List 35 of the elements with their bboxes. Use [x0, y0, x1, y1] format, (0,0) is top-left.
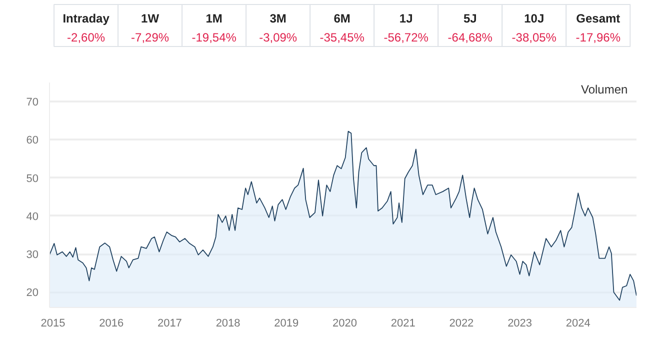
y-tick-label: 50: [26, 172, 39, 185]
y-tick-label: 70: [26, 96, 39, 109]
y-tick-label: 30: [26, 249, 39, 262]
text: -35,45%: [320, 30, 365, 44]
text: 6M: [334, 12, 350, 26]
text: 3M: [270, 12, 286, 26]
text: 1M: [206, 12, 222, 26]
text: 5J: [463, 12, 477, 26]
x-tick-label: 2018: [216, 318, 240, 330]
text: -3,09%: [259, 30, 298, 44]
annotation: Volumen: [580, 82, 628, 96]
text: -56,72%: [384, 30, 429, 44]
text: Gesamt: [576, 12, 620, 26]
text: -38,05%: [512, 30, 557, 44]
text: 1W: [141, 12, 160, 26]
x-tick-label: 2020: [332, 318, 357, 330]
text: Intraday: [62, 12, 110, 26]
y-tick-label: 60: [26, 134, 39, 147]
x-tick-label: 2019: [274, 318, 299, 330]
text: -2,60%: [67, 30, 106, 44]
text: 1J: [399, 12, 413, 26]
x-tick-label: 2015: [40, 318, 66, 330]
x-tick-label: 2016: [99, 318, 124, 330]
text: -19,54%: [192, 30, 237, 44]
text: -64,68%: [448, 30, 493, 44]
y-tick-label: 40: [26, 210, 39, 223]
x-tick-label: 2017: [157, 318, 182, 330]
text: 10J: [524, 12, 544, 26]
x-tick-label: 2021: [390, 318, 416, 330]
y-tick-label: 20: [26, 287, 39, 300]
x-tick-label: 2023: [508, 318, 532, 330]
x-tick-label: 2022: [449, 318, 474, 330]
x-tick-label: 2024: [566, 318, 590, 330]
text: -7,29%: [131, 30, 170, 44]
text: -17,96%: [576, 30, 621, 44]
